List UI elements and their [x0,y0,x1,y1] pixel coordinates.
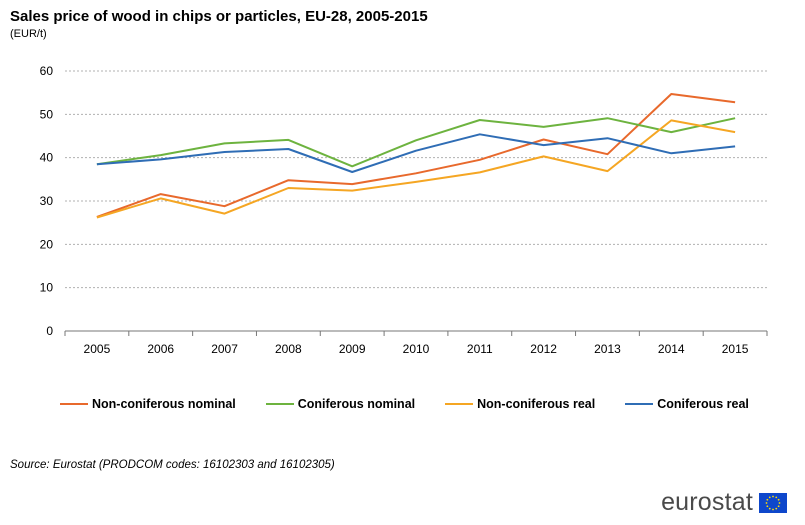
line-chart: 0 10 20 30 40 50 60 2005 2006 2007 2008 2009 2010 201… [40,64,768,356]
legend-label: Coniferous nominal [297,397,416,411]
x-tick-label: 2010 [403,342,430,356]
flag-star [775,495,778,498]
flag-star [777,498,780,501]
legend-item: Coniferous nominal [265,397,416,411]
y-tick-label: 20 [40,237,54,251]
y-tick-label: 30 [40,194,54,208]
x-tick-label: 2005 [84,342,111,356]
series-line-non-coniferous-nominal [96,93,736,218]
x-tick-label: 2007 [211,342,238,356]
legend-label: Coniferous real [657,397,749,411]
x-tick-label: 2012 [530,342,557,356]
y-tick-label: 0 [46,324,53,338]
x-tick-label: 2013 [594,342,621,356]
flag-star [768,507,771,510]
legend-swatch [625,403,654,405]
flag-star [766,498,769,501]
x-tick-label: 2011 [467,342,493,356]
series-line-coniferous-real [96,133,736,173]
legend-item: Coniferous real [625,397,749,411]
flag-star [772,495,774,497]
logo-text: eurostat [661,488,753,516]
x-tick-label: 2015 [722,342,749,356]
y-tick-label: 10 [40,281,54,295]
chart-legend: Non-coniferous nominal Coniferous nominal… [60,397,779,411]
flag-star [766,504,769,507]
chart-title: Sales price of wood in chips or particle… [10,8,428,25]
source-note: Source: Eurostat (PRODCOM codes: 1610230… [10,459,335,471]
flag-star [765,501,768,504]
series-line-non-coniferous-real [96,119,736,219]
x-tick-label: 2008 [275,342,302,356]
series-line-coniferous-nominal [96,117,736,168]
flag-star [778,501,781,504]
flag-star [775,507,778,510]
legend-label: Non-coniferous nominal [92,397,236,411]
y-tick-label: 40 [40,151,54,165]
legend-swatch [265,403,294,405]
flag-star [772,508,774,510]
x-tick-label: 2006 [147,342,174,356]
y-axis-unit-label: (EUR/t) [10,28,47,40]
x-tick-label: 2014 [658,342,685,356]
flag-star [768,495,771,498]
eu-flag-icon [759,492,787,513]
eurostat-logo: eurostat [661,488,787,517]
legend-swatch [445,403,474,405]
legend-item: Non-coniferous nominal [60,397,236,411]
legend-label: Non-coniferous real [477,397,596,411]
y-tick-label: 60 [40,64,54,78]
legend-swatch [60,403,88,405]
x-tick-label: 2009 [339,342,366,356]
legend-item: Non-coniferous real [445,397,595,411]
flag-star [777,504,780,507]
y-tick-label: 50 [40,107,54,121]
